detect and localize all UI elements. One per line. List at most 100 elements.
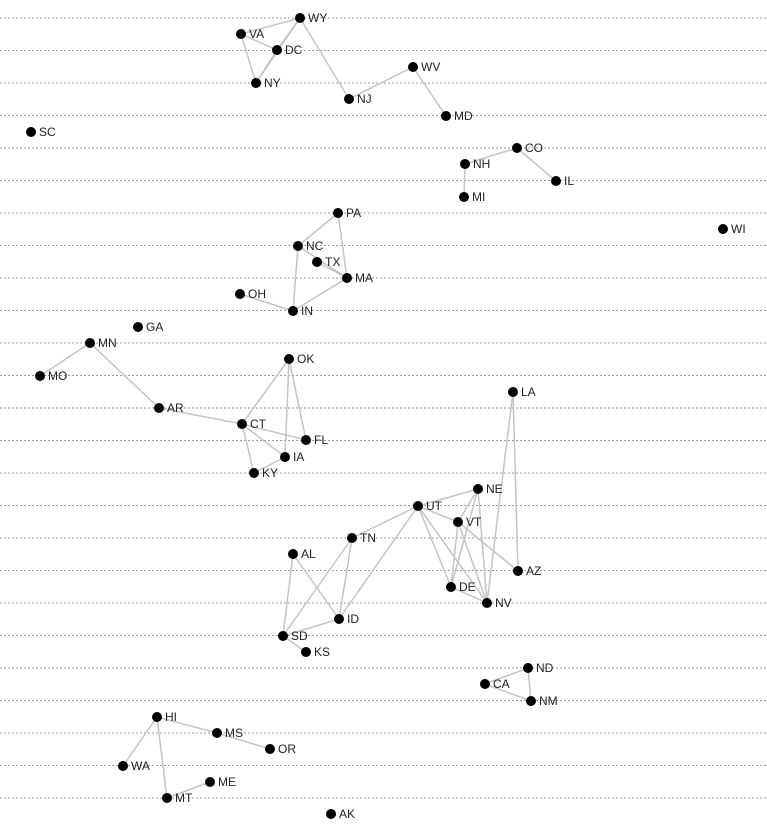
node-label: NY bbox=[264, 76, 281, 90]
node-label: NJ bbox=[357, 92, 372, 106]
node-dot bbox=[251, 78, 261, 88]
node-dot bbox=[551, 176, 561, 186]
edge-hi-mt bbox=[156, 716, 168, 799]
edge-nc-ma bbox=[297, 245, 348, 279]
node-vt: VT bbox=[453, 515, 482, 529]
edge-al-sd bbox=[282, 553, 294, 637]
node-wy: WY bbox=[295, 11, 327, 25]
edge-pa-nc bbox=[297, 212, 339, 247]
edge-hi-wa bbox=[122, 716, 158, 767]
edge-la-az bbox=[512, 391, 519, 572]
node-label: MO bbox=[48, 369, 67, 383]
edge-ok-ct bbox=[241, 358, 290, 425]
node-label: MN bbox=[98, 336, 117, 350]
node-label: FL bbox=[314, 433, 328, 447]
node-label: TX bbox=[325, 255, 340, 269]
edge-ok-ia bbox=[284, 358, 290, 458]
node-dot bbox=[280, 452, 290, 462]
edge-co-il bbox=[516, 147, 557, 182]
edge-va-dc bbox=[240, 33, 278, 51]
node-co: CO bbox=[512, 141, 543, 155]
node-label: WV bbox=[421, 60, 440, 74]
node-label: OH bbox=[248, 287, 266, 301]
node-me: ME bbox=[205, 775, 236, 789]
node-label: IN bbox=[301, 304, 313, 318]
node-label: MA bbox=[355, 271, 373, 285]
node-label: NV bbox=[495, 596, 512, 610]
node-dot bbox=[272, 45, 282, 55]
node-label: MD bbox=[454, 109, 473, 123]
node-dot bbox=[212, 728, 222, 738]
node-label: GA bbox=[146, 320, 163, 334]
node-label: IL bbox=[564, 174, 574, 188]
node-label: ND bbox=[536, 661, 554, 675]
node-ma: MA bbox=[342, 271, 373, 285]
node-label: AZ bbox=[526, 564, 541, 578]
edge-ms-or bbox=[216, 732, 271, 750]
node-dot bbox=[446, 582, 456, 592]
node-label: KS bbox=[314, 645, 330, 659]
node-label: NE bbox=[486, 482, 503, 496]
node-label: SC bbox=[39, 125, 56, 139]
edge-tn-id bbox=[338, 537, 353, 620]
node-ky: KY bbox=[249, 466, 278, 480]
node-dot bbox=[205, 777, 215, 787]
node-label: NM bbox=[539, 694, 558, 708]
node-label: PA bbox=[346, 206, 361, 220]
node-dot bbox=[162, 793, 172, 803]
edge-wy-nj bbox=[299, 17, 350, 100]
node-label: DE bbox=[459, 580, 476, 594]
edge-vt-nv bbox=[457, 521, 488, 604]
node-il: IL bbox=[551, 174, 574, 188]
node-dot bbox=[453, 517, 463, 527]
node-dot bbox=[333, 208, 343, 218]
edge-ok-fl bbox=[288, 358, 307, 441]
node-dot bbox=[347, 533, 357, 543]
edge-nh-co bbox=[464, 147, 518, 165]
node-dot bbox=[133, 322, 143, 332]
node-ks: KS bbox=[301, 645, 330, 659]
edge-nc-in bbox=[292, 245, 299, 312]
node-dot bbox=[235, 289, 245, 299]
edge-ut-nv bbox=[417, 505, 488, 604]
node-de: DE bbox=[446, 580, 476, 594]
node-tn: TN bbox=[347, 531, 376, 545]
node-label: WY bbox=[308, 11, 327, 25]
node-dot bbox=[482, 598, 492, 608]
node-label: NH bbox=[473, 157, 490, 171]
node-dot bbox=[334, 614, 344, 624]
edge-oh-in bbox=[239, 293, 294, 312]
node-dot bbox=[408, 62, 418, 72]
node-dot bbox=[118, 761, 128, 771]
edge-ky-ia bbox=[253, 456, 286, 474]
node-nj: NJ bbox=[344, 92, 372, 106]
node-mt: MT bbox=[162, 791, 193, 805]
node-label: SD bbox=[291, 629, 308, 643]
node-dot bbox=[284, 354, 294, 364]
node-dot bbox=[523, 663, 533, 673]
node-in: IN bbox=[288, 304, 313, 318]
node-dot bbox=[35, 371, 45, 381]
edge-wv-md bbox=[412, 66, 447, 117]
node-nm: NM bbox=[526, 694, 558, 708]
edge-ct-ky bbox=[241, 423, 255, 474]
node-dot bbox=[441, 111, 451, 121]
node-dot bbox=[295, 13, 305, 23]
node-mn: MN bbox=[85, 336, 117, 350]
node-dot bbox=[526, 696, 536, 706]
edge-ut-vt bbox=[417, 505, 459, 523]
node-dot bbox=[154, 403, 164, 413]
node-id: ID bbox=[334, 612, 359, 626]
node-label: MI bbox=[472, 190, 485, 204]
node-dot bbox=[342, 273, 352, 283]
node-dot bbox=[237, 419, 247, 429]
node-dot bbox=[718, 224, 728, 234]
node-dc: DC bbox=[272, 43, 303, 57]
node-dot bbox=[513, 566, 523, 576]
node-label: CA bbox=[493, 677, 510, 691]
node-md: MD bbox=[441, 109, 473, 123]
node-dot bbox=[344, 94, 354, 104]
edge-ut-ne bbox=[417, 488, 479, 507]
node-dot bbox=[460, 159, 470, 169]
node-label: MS bbox=[225, 726, 243, 740]
